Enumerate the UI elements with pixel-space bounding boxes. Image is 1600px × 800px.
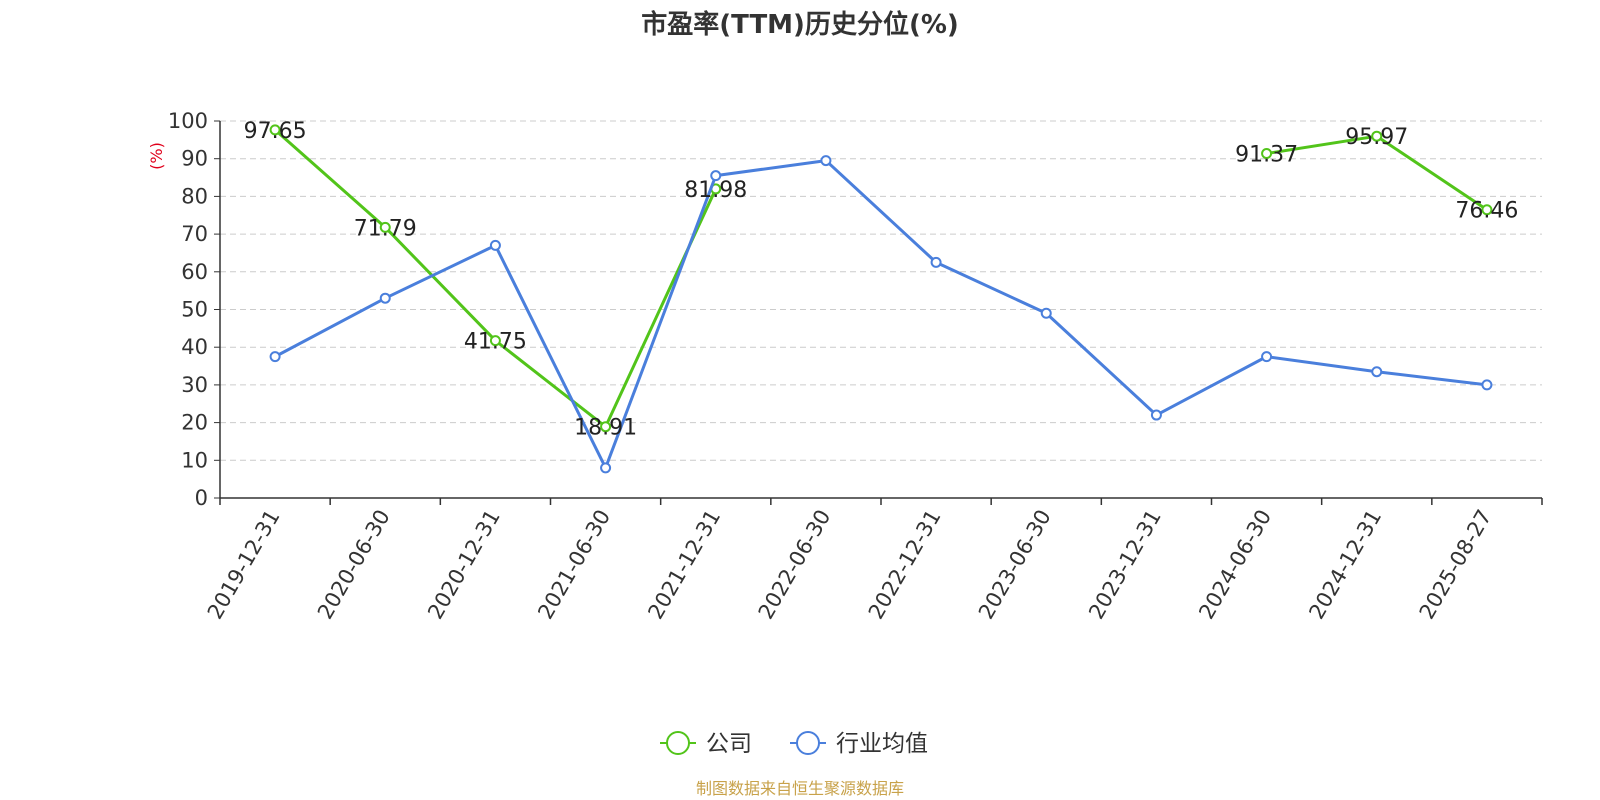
data-point[interactable]: [379, 221, 391, 233]
x-tick-label: 2024-12-31: [1304, 506, 1386, 624]
data-point[interactable]: [379, 292, 391, 304]
data-point[interactable]: [930, 256, 942, 268]
data-point[interactable]: [269, 124, 281, 136]
x-tick-label: 2021-12-31: [643, 506, 725, 624]
x-tick-label: 2020-06-30: [313, 506, 395, 624]
y-tick-label: 20: [181, 411, 208, 435]
series-layer: [269, 124, 1493, 474]
y-tick-label: 40: [181, 335, 208, 359]
data-point[interactable]: [1371, 366, 1383, 378]
data-point[interactable]: [1150, 409, 1162, 421]
data-label: 18.91: [574, 416, 637, 441]
data-point[interactable]: [710, 170, 722, 182]
x-tick-label: 2024-06-30: [1194, 506, 1276, 624]
chart-title: 市盈率(TTM)历史分位(%): [641, 9, 959, 40]
y-tick-label: 60: [181, 260, 208, 284]
data-label: 81.98: [684, 178, 747, 203]
data-label-layer: 97.65 71.79 41.75 18.91 81.98 91.37 95.97 76.46: [244, 119, 1519, 441]
series-line-1: [274, 159, 1488, 470]
data-point[interactable]: [600, 421, 612, 433]
x-tick-label: 2021-06-30: [533, 506, 615, 624]
data-label: 41.75: [464, 330, 527, 355]
legend-marker-1[interactable]: [796, 731, 820, 755]
y-tick-label: 100: [168, 109, 208, 133]
legend: 公司 行业均值: [660, 731, 928, 757]
source-note: 制图数据来自恒生聚源数据库: [696, 779, 904, 798]
data-point[interactable]: [1040, 307, 1052, 319]
x-tick-label: 2022-12-31: [864, 505, 946, 623]
data-point[interactable]: [489, 335, 501, 347]
data-point[interactable]: [1481, 379, 1493, 391]
data-label: 95.97: [1345, 125, 1408, 150]
y-tick-label: 80: [181, 184, 208, 208]
data-point[interactable]: [1261, 148, 1273, 160]
x-tick-label: 2022-06-30: [754, 506, 836, 624]
x-tick-label: 2020-12-31: [423, 505, 505, 623]
data-point[interactable]: [1371, 130, 1383, 142]
data-point[interactable]: [489, 239, 501, 251]
y-tick-label: 50: [181, 298, 208, 322]
x-tick-label: 2019-12-31: [203, 506, 285, 624]
grid-layer: [220, 120, 1542, 461]
data-label: 97.65: [244, 119, 307, 144]
data-point[interactable]: [1261, 351, 1273, 363]
data-point[interactable]: [269, 351, 281, 363]
data-point[interactable]: [1481, 204, 1493, 216]
legend-marker-0[interactable]: [666, 731, 690, 755]
y-tick-label: 10: [181, 448, 208, 472]
y-tick-label: 0: [195, 486, 208, 510]
data-label: 76.46: [1455, 199, 1518, 224]
y-tick-label: 70: [181, 222, 208, 246]
legend-label-0[interactable]: 公司: [706, 731, 752, 757]
data-point[interactable]: [820, 155, 832, 167]
y-axis-label: (%): [147, 142, 166, 170]
x-tick-label: 2025-08-27: [1415, 506, 1497, 624]
series-line-0: [274, 128, 718, 429]
data-point[interactable]: [600, 462, 612, 474]
x-tick-label: 2023-06-30: [974, 506, 1056, 624]
legend-label-1[interactable]: 行业均值: [836, 731, 928, 757]
x-tick-label: 2023-12-31: [1084, 506, 1166, 624]
y-tick-label: 30: [181, 373, 208, 397]
y-tick-label: 90: [181, 147, 208, 171]
data-label: 71.79: [354, 216, 417, 241]
data-label: 91.37: [1235, 143, 1298, 168]
